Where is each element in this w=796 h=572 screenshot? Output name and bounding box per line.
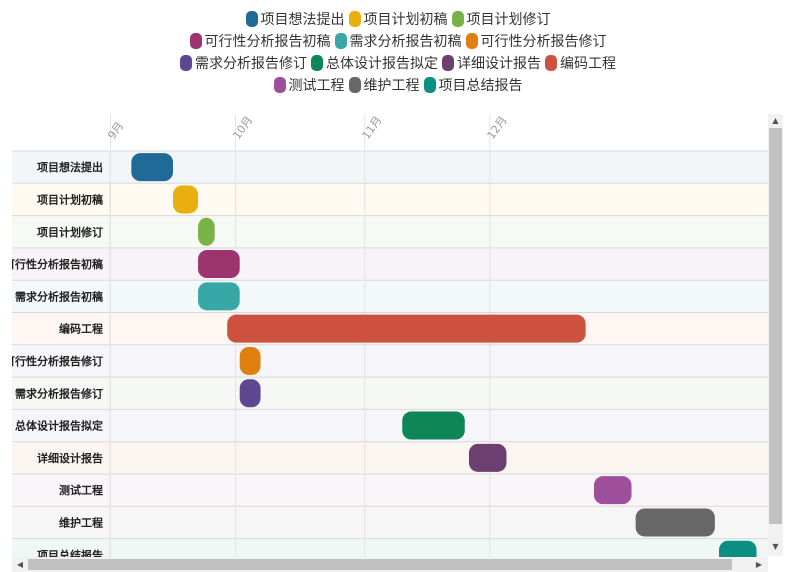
row-background bbox=[12, 538, 768, 557]
legend-label: 详细设计报告 bbox=[457, 56, 541, 72]
task-label: 维护工程 bbox=[59, 515, 103, 529]
legend-label: 项目想法提出 bbox=[260, 12, 345, 28]
row-background bbox=[12, 409, 768, 442]
task-label: 可行性分析报告修订 bbox=[4, 354, 103, 368]
task-label: 总体设计报告拟定 bbox=[15, 419, 103, 433]
legend-row: 项目想法提出 项目计划初稿 项目计划修订 bbox=[0, 8, 796, 30]
task-bar bbox=[198, 250, 240, 279]
legend-label: 维护工程 bbox=[363, 78, 420, 94]
row-background bbox=[12, 474, 768, 507]
row-background bbox=[12, 183, 768, 216]
legend-item[interactable]: 总体设计报告拟定 bbox=[311, 53, 438, 73]
legend-swatch bbox=[348, 77, 361, 93]
legend-item[interactable]: 需求分析报告初稿 bbox=[334, 31, 462, 51]
task-label: 可行性分析报告初稿 bbox=[4, 257, 103, 271]
task-bar bbox=[227, 314, 586, 343]
scroll-down-icon[interactable]: ▼ bbox=[772, 542, 779, 551]
task-label: 编码工程 bbox=[59, 322, 103, 336]
legend-swatch bbox=[545, 55, 557, 71]
legend-swatch bbox=[273, 77, 286, 93]
task-label: 项目想法提出 bbox=[37, 160, 103, 174]
legend-swatch bbox=[245, 11, 258, 27]
legend-label: 需求分析报告初稿 bbox=[349, 34, 462, 50]
scroll-right-icon[interactable]: ▶ bbox=[755, 560, 763, 569]
legend-item[interactable]: 编码工程 bbox=[545, 53, 616, 73]
legend-item[interactable]: 可行性分析报告修订 bbox=[465, 31, 607, 51]
task-bar bbox=[635, 508, 715, 537]
row-background bbox=[12, 377, 768, 410]
legend-row: 需求分析报告修订 总体设计报告拟定 详细设计报告 编码工程 bbox=[0, 52, 796, 74]
legend-label: 项目计划修订 bbox=[466, 12, 551, 28]
legend-label: 项目总结报告 bbox=[438, 78, 523, 94]
vertical-scrollbar-thumb[interactable] bbox=[769, 128, 782, 524]
legend-item[interactable]: 项目总结报告 bbox=[423, 75, 523, 95]
legend-item[interactable]: 项目计划初稿 bbox=[348, 9, 448, 29]
task-bar bbox=[173, 185, 199, 214]
chart-legend: 项目想法提出 项目计划初稿 项目计划修订 可行性分析报告初稿 需求分析报告初稿 可行性分析… bbox=[0, 8, 796, 96]
legend-label: 项目计划初稿 bbox=[363, 12, 448, 28]
row-background bbox=[12, 247, 768, 281]
legend-swatch bbox=[311, 55, 323, 71]
scroll-left-icon[interactable]: ◀ bbox=[16, 560, 24, 569]
scroll-up-icon[interactable]: ▲ bbox=[772, 116, 779, 125]
row-background bbox=[12, 280, 768, 313]
task-bar bbox=[198, 217, 215, 246]
row-background bbox=[12, 441, 768, 474]
legend-swatch bbox=[423, 77, 436, 93]
row-background bbox=[12, 151, 768, 184]
task-bar bbox=[198, 282, 240, 311]
legend-swatch bbox=[451, 11, 464, 27]
horizontal-scrollbar-thumb[interactable] bbox=[28, 559, 732, 570]
legend-item[interactable]: 需求分析报告修订 bbox=[180, 53, 307, 73]
legend-swatch bbox=[348, 11, 361, 27]
legend-swatch bbox=[334, 33, 347, 49]
legend-row: 测试工程 维护工程 项目总结报告 bbox=[0, 74, 796, 96]
task-bar bbox=[239, 346, 261, 375]
legend-label: 测试工程 bbox=[288, 78, 345, 94]
legend-item[interactable]: 测试工程 bbox=[273, 75, 345, 95]
legend-item[interactable]: 详细设计报告 bbox=[442, 53, 541, 73]
legend-label: 可行性分析报告修订 bbox=[480, 34, 607, 50]
task-bar bbox=[239, 379, 261, 408]
legend-label: 需求分析报告修订 bbox=[195, 56, 307, 72]
task-bar bbox=[402, 411, 465, 440]
timeline-header bbox=[12, 114, 768, 151]
row-background bbox=[12, 344, 768, 378]
legend-swatch bbox=[465, 33, 478, 49]
task-label: 需求分析报告初稿 bbox=[15, 289, 103, 303]
legend-item[interactable]: 维护工程 bbox=[348, 75, 420, 95]
task-bar bbox=[468, 443, 507, 472]
task-label: 详细设计报告 bbox=[37, 451, 103, 465]
legend-row: 可行性分析报告初稿 需求分析报告初稿 可行性分析报告修订 bbox=[0, 30, 796, 52]
legend-swatch bbox=[180, 55, 192, 71]
task-bar bbox=[719, 540, 757, 557]
task-label: 项目总结报告 bbox=[37, 548, 103, 562]
task-label: 需求分析报告修订 bbox=[15, 386, 103, 400]
legend-swatch bbox=[442, 55, 454, 71]
row-background bbox=[12, 215, 768, 248]
task-label: 项目计划初稿 bbox=[37, 192, 103, 206]
task-bar bbox=[593, 476, 632, 505]
legend-swatch bbox=[189, 33, 202, 49]
legend-label: 编码工程 bbox=[560, 56, 616, 72]
legend-item[interactable]: 项目想法提出 bbox=[245, 9, 345, 29]
task-label: 项目计划修订 bbox=[37, 225, 103, 239]
legend-label: 总体设计报告拟定 bbox=[326, 56, 438, 72]
task-bar bbox=[131, 153, 174, 182]
legend-label: 可行性分析报告初稿 bbox=[204, 34, 331, 50]
task-label: 测试工程 bbox=[59, 483, 103, 497]
legend-item[interactable]: 可行性分析报告初稿 bbox=[189, 31, 331, 51]
legend-item[interactable]: 项目计划修订 bbox=[451, 9, 551, 29]
